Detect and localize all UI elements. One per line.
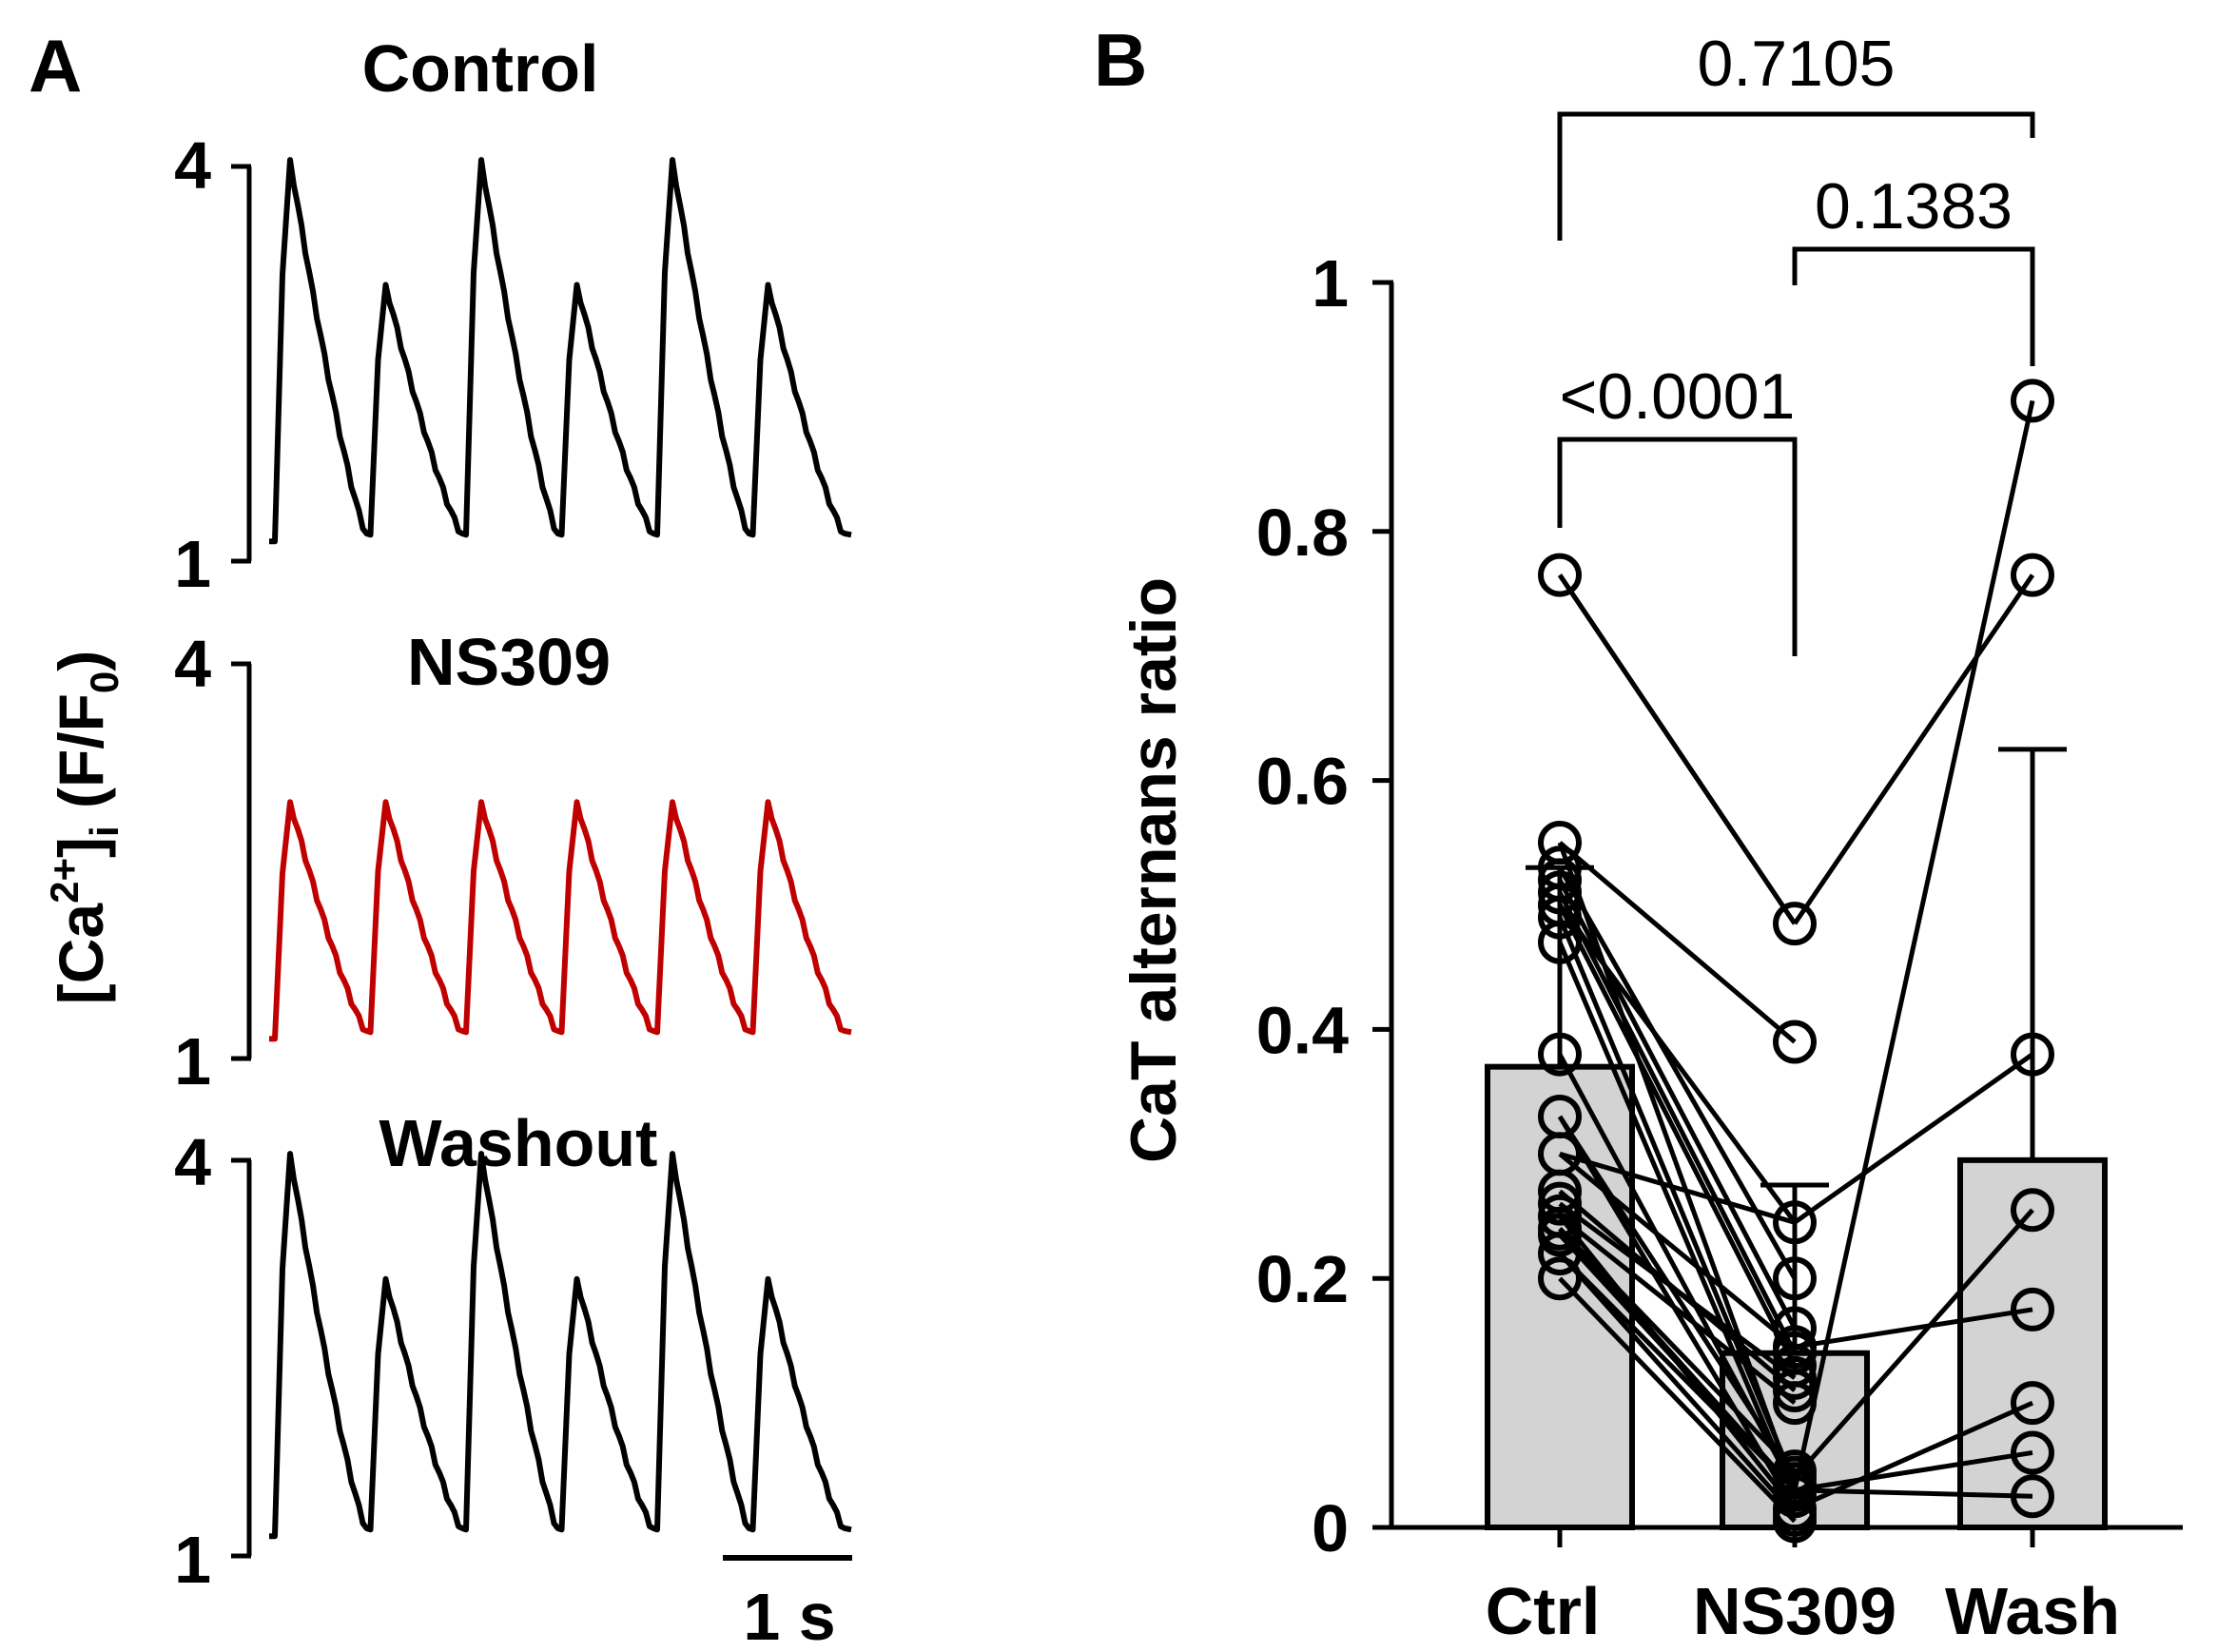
paired-line-ctrl-ns309	[1557, 891, 1798, 1354]
trace-line-ns309	[269, 799, 852, 1042]
data-point-wash	[2011, 1381, 2054, 1426]
paired-line-ctrl-ns309	[1558, 1252, 1797, 1492]
trace-title-washout: Washout	[379, 1106, 658, 1180]
trace-line-washout	[269, 1151, 852, 1540]
trace-ymin-washout: 1	[174, 1523, 211, 1597]
y-tick-label: 1	[1312, 246, 1349, 321]
data-point-ctrl	[1538, 1256, 1582, 1301]
comparison-brackets-layer: 0.7105 0.1383 <0.0001	[1557, 28, 2035, 656]
x-tick-label-wash: Wash	[1945, 1574, 2120, 1648]
comparison-bracket	[1557, 437, 1798, 656]
data-point-ns309	[1773, 1200, 1817, 1245]
trace-ymin-ns309: 1	[174, 1024, 211, 1098]
trace-control: Control 4 1	[174, 31, 852, 601]
data-point-wash	[2011, 1430, 2054, 1475]
scale-bar-label: 1 s	[743, 1580, 835, 1652]
trace-line-control	[269, 157, 852, 545]
y-tick-label: 0	[1312, 1491, 1349, 1565]
paired-line-ns309-wash	[1793, 1208, 2034, 1480]
data-point-ns309	[1773, 902, 1817, 946]
paired-line-ctrl-ns309	[1558, 841, 1797, 1044]
data-point-wash	[2011, 553, 2054, 597]
paired-line-ctrl-ns309	[1559, 1151, 1796, 1225]
data-point-ns309	[1773, 1381, 1817, 1426]
panel-a-y-axis-label: [Ca2+]i (F/F0)	[42, 651, 126, 1005]
paired-line-ns309-wash	[1792, 399, 2035, 1491]
data-point-ctrl	[1538, 1232, 1582, 1276]
paired-line-ctrl-ns309	[1557, 1115, 1798, 1480]
trace-ns309: NS309 4 1	[174, 625, 852, 1098]
panel-b-letter: B	[1094, 18, 1147, 102]
y-tick-label: 0.8	[1256, 496, 1349, 570]
paired-lines-layer	[1557, 399, 2035, 1524]
paired-line-ctrl-ns309	[1558, 1252, 1797, 1517]
paired-line-ns309-wash	[1794, 1307, 2033, 1350]
y-tick-label: 0.6	[1256, 745, 1349, 819]
paired-line-ctrl-ns309	[1558, 1152, 1797, 1350]
x-labels-layer: Ctrl NS309 Wash	[1486, 1526, 2120, 1648]
data-point-ns309	[1773, 1355, 1817, 1400]
panel-b: B CaT alternans ratio 0 0.2 0.4 0.6 0.8 1 Ctr…	[1094, 18, 2183, 1648]
x-tick-label-ns309: NS309	[1693, 1574, 1896, 1648]
data-point-wash	[2011, 1188, 2054, 1233]
comparison-p-value: 0.7105	[1698, 28, 1896, 100]
data-point-wash	[2011, 379, 2054, 423]
trace-ymax-washout: 4	[174, 1125, 211, 1199]
panel-a-letter: A	[29, 24, 82, 107]
y-axis-title: CaT alternans ratio	[1118, 577, 1190, 1163]
data-point-ns309	[1773, 1369, 1817, 1413]
data-point-wash	[2011, 1032, 2054, 1077]
axes-layer	[1389, 282, 2183, 1530]
paired-line-ctrl-ns309	[1557, 842, 1798, 1491]
data-point-ns309	[1773, 1467, 1817, 1512]
y-ticks-layer: 0 0.2 0.4 0.6 0.8 1	[1256, 246, 1393, 1565]
paired-line-ctrl-ns309	[1557, 916, 1798, 1486]
data-point-ctrl	[1538, 1032, 1582, 1077]
paired-line-ctrl-ns309	[1557, 941, 1798, 1498]
y-tick-label: 0.4	[1256, 993, 1349, 1067]
paired-line-ctrl-ns309	[1557, 573, 1798, 925]
paired-line-ns309-wash	[1794, 1449, 2033, 1493]
data-point-ctrl	[1538, 920, 1582, 964]
data-point-ctrl	[1538, 895, 1582, 940]
paired-line-ctrl-ns309	[1557, 904, 1798, 1224]
paired-line-ns309-wash	[1792, 573, 2035, 925]
trace-ymax-ns309: 4	[174, 627, 211, 701]
comparison-bracket	[1792, 246, 2035, 366]
data-point-ctrl	[1538, 1213, 1582, 1257]
paired-line-ns309-wash	[1793, 1052, 2034, 1225]
data-point-ctrl	[1538, 553, 1582, 597]
data-point-ns309	[1773, 1020, 1817, 1064]
comparison-p-value: 0.1383	[1815, 170, 2013, 243]
comparison-p-value: <0.0001	[1560, 360, 1796, 433]
trace-washout: Washout 4 1	[174, 1106, 852, 1597]
data-point-wash	[2011, 1474, 2054, 1519]
data-point-ctrl	[1538, 870, 1582, 915]
trace-title-control: Control	[362, 31, 599, 106]
paired-line-ctrl-ns309	[1558, 1276, 1797, 1524]
trace-title-ns309: NS309	[407, 625, 611, 699]
data-point-ns309	[1773, 1325, 1817, 1370]
data-points-layer	[1538, 379, 2054, 1544]
data-point-ns309	[1773, 1256, 1817, 1301]
data-point-wash	[2011, 1287, 2054, 1331]
trace-ymin-control: 1	[174, 527, 211, 601]
paired-line-ns309-wash	[1794, 1487, 2033, 1499]
paired-line-ctrl-ns309	[1557, 904, 1798, 1367]
data-point-ns309	[1773, 1455, 1817, 1500]
panel-a: A [Ca2+]i (F/F0) Control 4 1 NS309 4 1 W…	[29, 24, 852, 1652]
comparison-bracket	[1557, 111, 2035, 241]
data-point-ctrl	[1538, 1181, 1582, 1226]
y-tick-label: 0.2	[1256, 1242, 1349, 1316]
trace-ymax-control: 4	[174, 128, 211, 203]
paired-line-ctrl-ns309	[1558, 1201, 1797, 1380]
paired-line-ctrl-ns309	[1558, 1227, 1797, 1492]
paired-line-ctrl-ns309	[1558, 1214, 1797, 1406]
x-tick-label-ctrl: Ctrl	[1486, 1574, 1601, 1648]
